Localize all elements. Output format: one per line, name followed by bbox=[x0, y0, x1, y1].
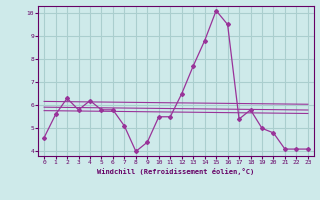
X-axis label: Windchill (Refroidissement éolien,°C): Windchill (Refroidissement éolien,°C) bbox=[97, 168, 255, 175]
